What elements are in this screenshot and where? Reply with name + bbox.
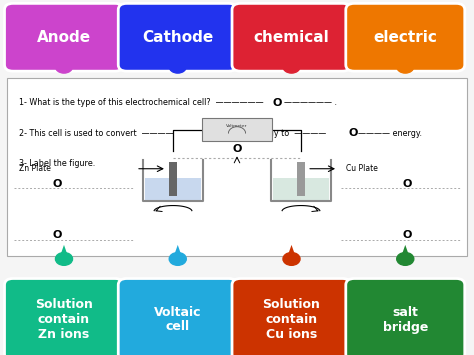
Text: Cu Plate: Cu Plate: [346, 164, 378, 173]
Text: Voltmeter: Voltmeter: [226, 124, 248, 128]
Text: O: O: [403, 230, 412, 240]
Text: ———— energy to  ————: ———— energy to ————: [216, 129, 326, 138]
FancyBboxPatch shape: [232, 278, 351, 355]
Text: Voltaic
cell: Voltaic cell: [154, 306, 201, 333]
Text: 2- This cell is used to convert  ————: 2- This cell is used to convert ————: [19, 129, 173, 138]
Text: chemical: chemical: [254, 30, 329, 45]
Circle shape: [55, 60, 73, 73]
Polygon shape: [60, 53, 68, 65]
Text: ———— energy.: ———— energy.: [358, 129, 422, 138]
Text: O: O: [52, 179, 62, 189]
Text: —————— .: —————— .: [284, 98, 337, 108]
Circle shape: [283, 252, 300, 265]
Text: 3- Label the figure.: 3- Label the figure.: [19, 159, 95, 168]
Circle shape: [169, 60, 186, 73]
Bar: [273, 178, 329, 200]
Circle shape: [55, 252, 73, 265]
Circle shape: [169, 252, 186, 265]
Text: O: O: [232, 144, 242, 154]
Text: Solution
contain
Zn ions: Solution contain Zn ions: [35, 298, 93, 341]
FancyBboxPatch shape: [346, 278, 465, 355]
Bar: [297, 162, 305, 197]
Text: electric: electric: [374, 30, 437, 45]
FancyBboxPatch shape: [7, 78, 467, 256]
FancyBboxPatch shape: [232, 3, 351, 71]
Text: Solution
contain
Cu ions: Solution contain Cu ions: [263, 298, 320, 341]
Circle shape: [397, 60, 414, 73]
Text: Anode: Anode: [37, 30, 91, 45]
Circle shape: [397, 252, 414, 265]
Polygon shape: [173, 53, 182, 65]
Text: salt
bridge: salt bridge: [383, 306, 428, 333]
Text: O: O: [273, 98, 282, 108]
FancyBboxPatch shape: [5, 3, 123, 71]
FancyBboxPatch shape: [118, 278, 237, 355]
Text: Cathode: Cathode: [142, 30, 213, 45]
Text: 1- What is the type of this electrochemical cell?  ——————: 1- What is the type of this electrochemi…: [19, 98, 264, 108]
Text: Zn Plate: Zn Plate: [19, 164, 51, 173]
Bar: [145, 178, 201, 200]
Polygon shape: [60, 245, 68, 257]
Polygon shape: [287, 53, 296, 65]
FancyBboxPatch shape: [202, 118, 272, 141]
Polygon shape: [401, 245, 410, 257]
FancyBboxPatch shape: [118, 3, 237, 71]
Text: O: O: [52, 230, 62, 240]
Bar: [169, 162, 177, 197]
Text: O: O: [403, 179, 412, 189]
Text: O: O: [206, 128, 216, 138]
Circle shape: [283, 60, 300, 73]
FancyBboxPatch shape: [346, 3, 465, 71]
FancyBboxPatch shape: [5, 278, 123, 355]
Polygon shape: [287, 245, 296, 257]
Polygon shape: [173, 245, 182, 257]
Text: O: O: [348, 128, 358, 138]
Polygon shape: [401, 53, 410, 65]
